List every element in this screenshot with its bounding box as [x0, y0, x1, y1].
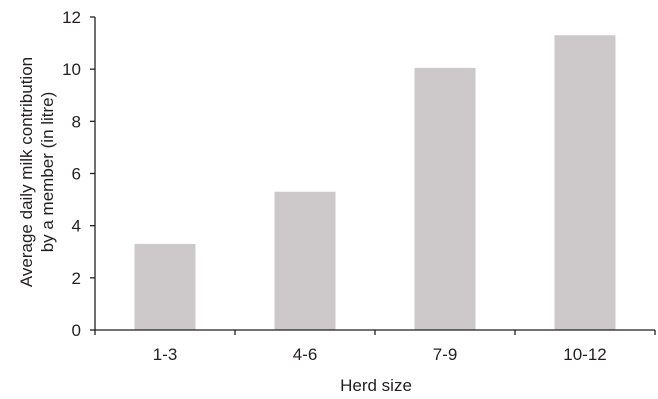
y-ticks-group: 0 2 4 6 8 10 12 — [62, 8, 95, 340]
y-axis-title-line-1: Average daily milk contribution — [17, 57, 36, 287]
x-tick-label: 10-12 — [563, 345, 606, 364]
bar-4-6 — [274, 191, 336, 330]
bar-10-12 — [554, 35, 616, 331]
x-axis-title: Herd size — [340, 376, 412, 395]
y-tick-label: 2 — [72, 269, 81, 288]
y-tick-label: 10 — [62, 60, 81, 79]
x-tick-label: 4-6 — [293, 345, 318, 364]
y-tick-label: 4 — [72, 217, 81, 236]
y-tick-label: 8 — [72, 112, 81, 131]
bar-1-3 — [134, 243, 196, 330]
x-tick-label: 7-9 — [433, 345, 458, 364]
bar-7-9 — [414, 67, 476, 331]
x-ticks-group: 1-3 4-6 7-9 10-12 — [94, 330, 656, 364]
y-tick-label: 12 — [62, 8, 81, 27]
y-tick-label: 6 — [72, 165, 81, 184]
y-axis-title-line-2: by a member (in litre) — [38, 92, 57, 253]
x-tick-label: 1-3 — [153, 345, 178, 364]
bars-group — [134, 35, 616, 331]
y-tick-label: 0 — [72, 321, 81, 340]
